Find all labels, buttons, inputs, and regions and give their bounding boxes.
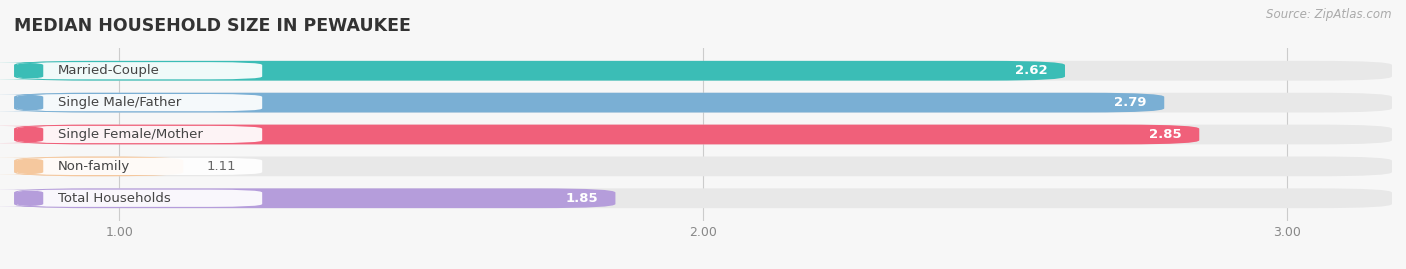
FancyBboxPatch shape bbox=[14, 125, 1199, 144]
Text: Total Households: Total Households bbox=[58, 192, 170, 205]
Text: MEDIAN HOUSEHOLD SIZE IN PEWAUKEE: MEDIAN HOUSEHOLD SIZE IN PEWAUKEE bbox=[14, 17, 411, 35]
FancyBboxPatch shape bbox=[14, 157, 1392, 176]
FancyBboxPatch shape bbox=[14, 93, 1392, 112]
FancyBboxPatch shape bbox=[0, 94, 69, 111]
Text: Source: ZipAtlas.com: Source: ZipAtlas.com bbox=[1267, 8, 1392, 21]
FancyBboxPatch shape bbox=[0, 190, 69, 207]
FancyBboxPatch shape bbox=[14, 188, 616, 208]
Text: Single Female/Mother: Single Female/Mother bbox=[58, 128, 202, 141]
FancyBboxPatch shape bbox=[0, 62, 69, 79]
Text: 2.79: 2.79 bbox=[1114, 96, 1147, 109]
FancyBboxPatch shape bbox=[14, 125, 1392, 144]
FancyBboxPatch shape bbox=[17, 190, 262, 207]
Text: Non-family: Non-family bbox=[58, 160, 131, 173]
FancyBboxPatch shape bbox=[14, 188, 1392, 208]
FancyBboxPatch shape bbox=[0, 158, 69, 175]
FancyBboxPatch shape bbox=[17, 94, 262, 111]
FancyBboxPatch shape bbox=[17, 158, 262, 175]
Text: 1.85: 1.85 bbox=[565, 192, 598, 205]
FancyBboxPatch shape bbox=[17, 62, 262, 79]
Text: 2.85: 2.85 bbox=[1149, 128, 1182, 141]
Text: 1.11: 1.11 bbox=[207, 160, 236, 173]
FancyBboxPatch shape bbox=[17, 126, 262, 143]
FancyBboxPatch shape bbox=[0, 126, 69, 143]
Text: Married-Couple: Married-Couple bbox=[58, 64, 160, 77]
Text: 2.62: 2.62 bbox=[1015, 64, 1047, 77]
Text: Single Male/Father: Single Male/Father bbox=[58, 96, 181, 109]
FancyBboxPatch shape bbox=[14, 157, 183, 176]
FancyBboxPatch shape bbox=[14, 61, 1392, 81]
FancyBboxPatch shape bbox=[14, 93, 1164, 112]
FancyBboxPatch shape bbox=[14, 61, 1064, 81]
